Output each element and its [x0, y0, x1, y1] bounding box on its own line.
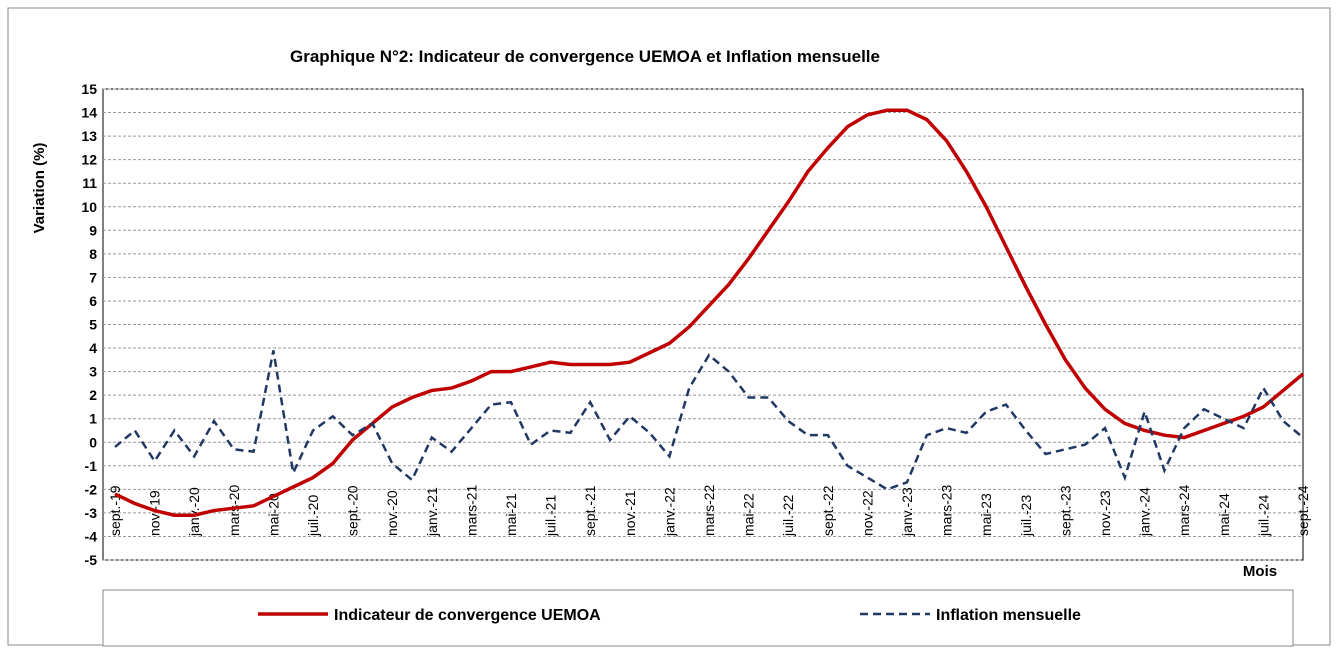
legend-label: Inflation mensuelle: [936, 607, 1081, 624]
y-tick-label: 7: [89, 269, 97, 285]
y-tick-label: 9: [89, 222, 97, 238]
x-tick-label: mars-21: [463, 484, 479, 536]
x-tick-label: mars-24: [1176, 484, 1192, 536]
x-tick-label: nov.-19: [147, 490, 163, 536]
y-tick-label: 0: [89, 434, 97, 450]
x-tick-label: nov.-21: [622, 490, 638, 536]
y-tick-label: 6: [89, 293, 97, 309]
x-tick-label: sept.-21: [582, 485, 598, 536]
y-tick-label: -3: [85, 505, 98, 521]
y-tick-label: -4: [85, 528, 98, 544]
x-tick-label: mars-23: [939, 484, 955, 536]
y-tick-label: 15: [81, 81, 97, 97]
legend-label: Indicateur de convergence UEMOA: [334, 607, 601, 624]
y-tick-label: 10: [81, 199, 97, 215]
x-tick-label: mars-20: [226, 484, 242, 536]
y-tick-label: 3: [89, 364, 97, 380]
y-tick-label: -1: [85, 458, 98, 474]
x-tick-label: nov.-22: [859, 490, 875, 536]
x-tick-label: sept.-19: [107, 485, 123, 536]
x-tick-label: mai-23: [978, 493, 994, 536]
y-tick-label: -5: [85, 552, 98, 568]
x-tick-label: juil.-20: [305, 495, 321, 537]
series-line: [114, 108, 1305, 518]
x-tick-label: janv.-22: [661, 487, 677, 537]
x-tick-label: janv.-20: [186, 487, 202, 537]
x-tick-label: juil.-22: [780, 495, 796, 537]
y-tick-label: 4: [89, 340, 97, 356]
x-tick-label: mai-20: [265, 493, 281, 536]
y-tick-label: 5: [89, 317, 97, 333]
x-tick-label: nov.-20: [384, 490, 400, 536]
x-tick-label: sept.-24: [1295, 485, 1311, 536]
chart-title: Graphique N°2: Indicateur de convergence…: [290, 47, 880, 66]
x-tick-label: nov.-23: [1097, 490, 1113, 536]
x-tick-label: janv.-23: [899, 487, 915, 537]
y-tick-label: 11: [82, 175, 97, 191]
x-tick-label: juil.-21: [543, 495, 559, 537]
x-tick-label: mai-24: [1216, 493, 1232, 536]
x-tick-label: sept.-23: [1057, 485, 1073, 536]
x-tick-label: mars-22: [701, 484, 717, 536]
x-tick-label: janv.-24: [1137, 487, 1153, 537]
y-tick-label: 13: [81, 128, 97, 144]
x-tick-label: janv.-21: [424, 487, 440, 537]
y-tick-label: 2: [89, 387, 97, 403]
x-tick-label: mai-22: [741, 493, 757, 536]
x-tick-label: sept.-22: [820, 485, 836, 536]
y-axis-label: Variation (%): [31, 143, 48, 234]
x-tick-label: juil.-24: [1255, 495, 1271, 537]
legend-box: [102, 589, 1294, 647]
x-axis-label: Mois: [1243, 563, 1277, 580]
series-line: [114, 350, 1304, 491]
chart-frame: [7, 7, 1331, 646]
y-tick-label: -2: [85, 481, 98, 497]
y-tick-label: 1: [89, 411, 97, 427]
y-tick-label: 12: [81, 152, 97, 168]
x-tick-label: mai-21: [503, 493, 519, 536]
y-tick-label: 14: [81, 105, 97, 121]
x-tick-label: sept.-20: [345, 485, 361, 536]
y-tick-label: 8: [89, 246, 97, 262]
x-tick-label: juil.-23: [1018, 495, 1034, 537]
